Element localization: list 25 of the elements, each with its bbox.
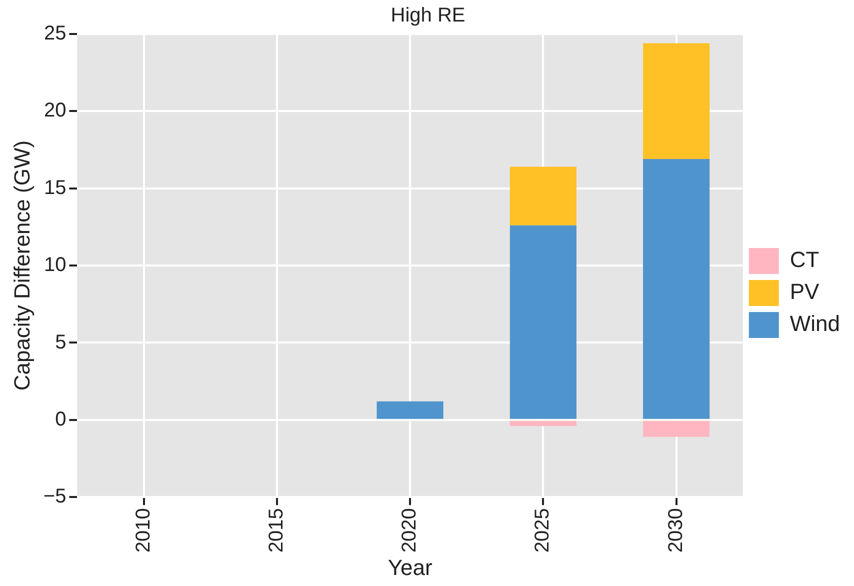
y-tick-label: 0 xyxy=(55,408,66,430)
legend-label: PV xyxy=(790,279,820,304)
bar xyxy=(643,43,710,160)
legend-label: Wind xyxy=(790,311,840,336)
x-tick-label: 2015 xyxy=(265,508,288,553)
bar xyxy=(643,159,710,419)
bar xyxy=(376,401,444,419)
y-tick-label: −5 xyxy=(43,486,66,508)
y-tick-label: 5 xyxy=(55,331,66,354)
bar xyxy=(643,420,710,437)
x-tick-label: 2020 xyxy=(398,508,421,553)
y-axis-title: Capacity Difference (GW) xyxy=(9,140,34,391)
x-tick-label: 2025 xyxy=(532,508,554,553)
x-tick-label: 2010 xyxy=(132,508,154,553)
y-tick-label: 20 xyxy=(44,100,66,122)
bar xyxy=(510,166,576,226)
y-tick-label: 15 xyxy=(44,176,66,199)
bar xyxy=(510,225,576,419)
x-axis-title: Year xyxy=(388,554,432,580)
y-tick-label: 25 xyxy=(44,22,66,45)
y-tick-label: 10 xyxy=(44,254,66,276)
x-tick-label: 2030 xyxy=(664,508,687,553)
legend-label: CT xyxy=(790,247,820,272)
bar xyxy=(510,420,576,426)
chart-title: High RE xyxy=(390,4,466,27)
